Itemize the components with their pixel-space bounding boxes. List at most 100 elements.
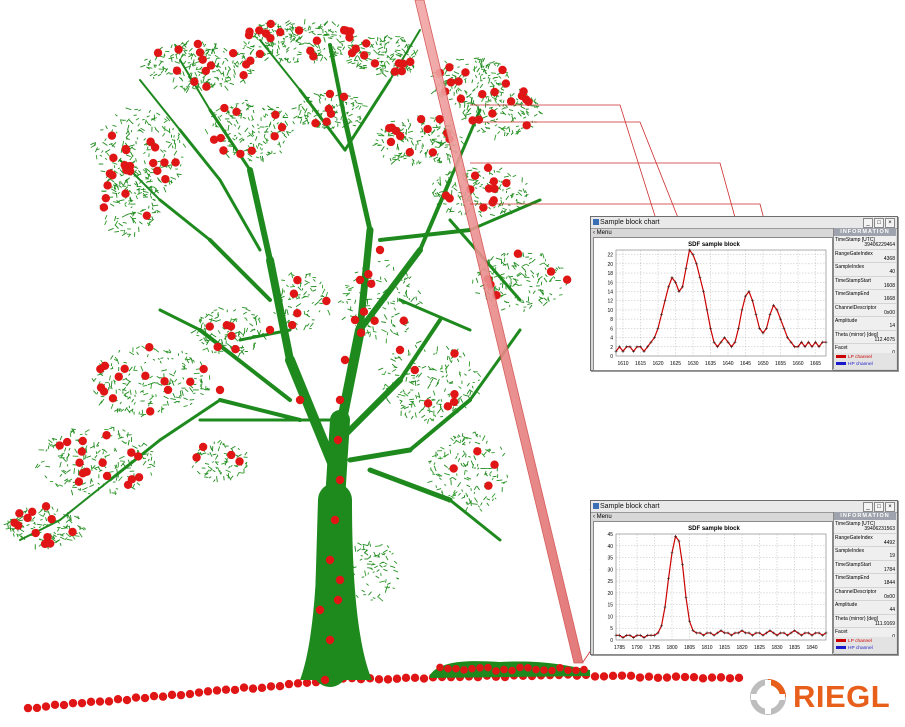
foliage-point [126,180,128,184]
sample-block-chart-window-bottom[interactable]: Sample block chart _ □ × ‹ Menu 0 5 10 15 20 25… [590,500,898,655]
echo-point [102,431,111,440]
menu-button[interactable]: ‹ Menu [593,514,612,520]
foliage-point [529,285,533,288]
chart-title: SDF sample block [688,526,740,532]
foliage-point [135,195,138,200]
foliage-point [211,333,217,338]
foliage-point [438,190,444,193]
foliage-point [530,97,534,102]
foliage-point [245,308,251,312]
ground-point [500,665,508,674]
foliage-point [301,105,305,111]
foliage-point [83,490,87,493]
foliage-point [267,105,273,110]
foliage-point [403,295,406,297]
foliage-point [104,149,111,153]
ground-point [689,672,699,682]
foliage-point [223,47,228,52]
menu-button[interactable]: ‹ Menu [593,230,612,236]
foliage-point [553,276,556,279]
foliage-point [347,61,353,64]
foliage-point [375,73,382,76]
foliage-point [141,455,144,460]
foliage-point [453,489,456,493]
foliage-point [114,114,118,117]
foliage-point [260,152,263,155]
echo-point [325,635,335,645]
foliage-point [257,318,261,323]
foliage-point [460,462,463,467]
foliage-point [147,452,149,457]
foliage-point [408,276,412,280]
sample-block-chart-window-top[interactable]: Sample block chart _ □ × ‹ Menu 0 2 4 6 8 10 12 1… [590,216,898,371]
foliage-point [240,349,245,355]
ground-point [564,666,572,674]
foliage-point [367,37,371,39]
foliage-point [513,104,517,107]
data-point [719,629,723,633]
foliage-point [376,569,380,572]
foliage-point [543,297,548,301]
foliage-point [130,206,133,209]
info-row: TimeStampEnd 1844 [834,574,896,588]
foliage-point [66,538,73,541]
foliage-point [255,145,259,149]
ground-point [653,673,663,682]
foliage-point [261,107,265,110]
foliage-point [17,534,21,536]
foliage-point [339,49,342,54]
ground-point [444,664,452,673]
minimize-button[interactable]: _ [863,502,873,512]
echo-point [160,377,169,386]
foliage-point [543,262,549,268]
foliage-point [93,390,97,395]
foliage-point [498,75,502,79]
close-button[interactable]: × [885,218,895,228]
foliage-point [33,522,36,526]
foliage-point [211,83,214,88]
foliage-point [427,365,432,370]
foliage-point [188,47,193,52]
foliage-point [81,482,87,485]
foliage-point [298,51,302,54]
foliage-point [288,272,292,276]
foliage-point [237,125,241,130]
foliage-point [70,489,74,496]
foliage-point [147,382,154,386]
foliage-point [407,118,410,123]
foliage-point [529,257,533,260]
foliage-point [289,35,293,39]
minimize-button[interactable]: _ [863,218,873,228]
foliage-point [96,441,100,447]
foliage-point [199,361,203,366]
foliage-point [385,50,387,54]
close-button[interactable]: × [885,502,895,512]
window-title-bar[interactable]: Sample block chart _ □ × [591,501,897,513]
foliage-point [445,345,450,351]
foliage-point [517,111,522,117]
foliage-point [91,458,97,461]
foliage-point [230,465,233,467]
maximize-button[interactable]: □ [874,502,884,512]
foliage-point [91,378,95,383]
foliage-point [366,329,370,335]
foliage-point [214,125,219,128]
maximize-button[interactable]: □ [874,218,884,228]
foliage-point [373,551,377,558]
foliage-point [515,125,519,128]
y-tick-label: 5 [610,626,613,632]
data-point [632,636,635,640]
foliage-point [286,131,290,136]
foliage-point [407,391,411,395]
info-value: 1668 [883,296,895,302]
foliage-point [302,119,308,124]
foliage-point [33,526,36,529]
foliage-point [386,332,389,336]
foliage-point [170,54,174,57]
foliage-point [430,90,436,95]
foliage-point [266,152,273,156]
echo-point [40,539,50,549]
foliage-point [472,89,475,92]
echo-point [255,49,265,59]
window-title-bar[interactable]: Sample block chart _ □ × [591,217,897,229]
